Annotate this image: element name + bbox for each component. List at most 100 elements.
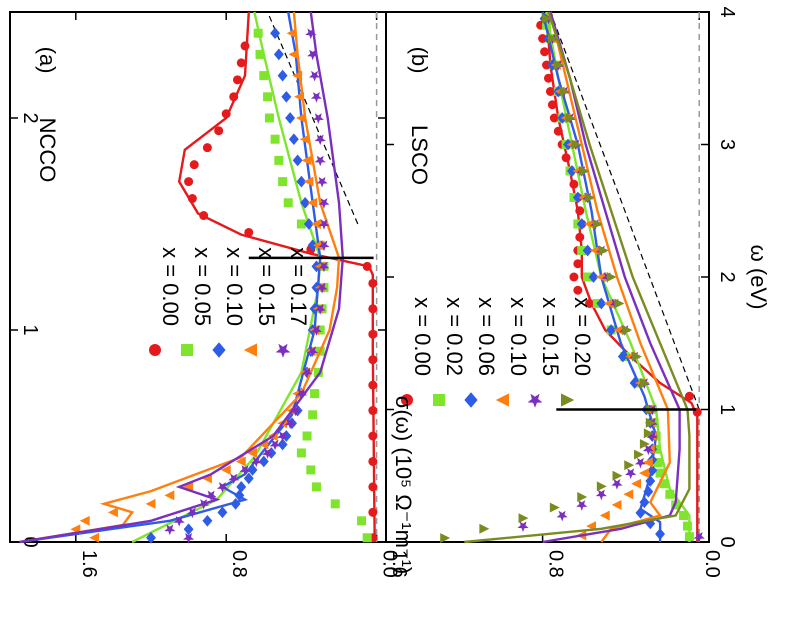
- data-point: [573, 259, 583, 269]
- data-point: [606, 324, 617, 336]
- data-point: [236, 481, 247, 493]
- data-point: [553, 60, 564, 70]
- data-point: [316, 176, 328, 188]
- legend-marker: [495, 393, 509, 407]
- data-point: [645, 475, 656, 487]
- data-point: [281, 90, 292, 103]
- data-point: [576, 500, 588, 511]
- legend-label: x = 0.06: [474, 297, 499, 376]
- data-point: [368, 482, 378, 492]
- data-point: [292, 154, 303, 167]
- data-point: [625, 468, 637, 479]
- x-tick-label: 1: [716, 404, 738, 415]
- data-point: [631, 478, 642, 489]
- data-point: [217, 506, 228, 519]
- data-point: [614, 298, 625, 309]
- data-point: [296, 113, 306, 123]
- data-point: [643, 485, 654, 498]
- data-point: [273, 48, 284, 61]
- data-point: [606, 272, 617, 282]
- data-point: [283, 198, 293, 208]
- series-line: [464, 11, 691, 544]
- data-point: [556, 510, 568, 522]
- data-point: [571, 139, 582, 150]
- legend-label: x = 0.10: [222, 247, 247, 326]
- data-point: [575, 206, 585, 216]
- data-point: [228, 473, 240, 485]
- data-point: [540, 47, 550, 57]
- data-point: [655, 528, 666, 540]
- data-point: [561, 153, 571, 163]
- data-point: [307, 49, 319, 61]
- data-point: [665, 489, 675, 499]
- data-point: [89, 532, 100, 543]
- data-point: [693, 532, 705, 543]
- data-point: [316, 282, 328, 294]
- data-point: [288, 133, 299, 146]
- data-point: [576, 218, 587, 230]
- data-point: [301, 367, 313, 379]
- data-point: [295, 388, 307, 400]
- data-point: [368, 355, 378, 365]
- reference-line: [267, 11, 359, 225]
- data-point: [183, 533, 195, 544]
- data-point: [309, 70, 321, 82]
- data-point: [285, 112, 296, 124]
- x-axis-title: ω (eV): [746, 245, 771, 310]
- data-point: [230, 497, 241, 510]
- data-point: [288, 49, 299, 60]
- data-point: [244, 227, 254, 237]
- data-point: [262, 448, 274, 459]
- data-point: [221, 109, 231, 119]
- data-point: [645, 417, 656, 428]
- data-point: [296, 219, 306, 229]
- x-tick-label: 4: [716, 6, 738, 17]
- data-point: [583, 272, 593, 282]
- data-point: [635, 507, 646, 519]
- data-point: [300, 196, 311, 209]
- x-tick-label: 0: [716, 536, 738, 547]
- data-point: [258, 455, 269, 468]
- data-point: [205, 490, 217, 502]
- x-tick-label: 2: [19, 112, 41, 123]
- data-point: [549, 113, 559, 123]
- data-point: [647, 464, 658, 477]
- data-point: [588, 271, 599, 283]
- data-point: [368, 329, 378, 339]
- data-point: [307, 346, 319, 358]
- data-point: [290, 405, 302, 417]
- data-point: [599, 510, 610, 521]
- x-tick-label: 0: [19, 536, 41, 547]
- data-point: [595, 489, 607, 501]
- x-tick-label: 3: [716, 139, 738, 150]
- data-point: [314, 304, 326, 315]
- data-point: [603, 298, 614, 309]
- x-tick-label: 1: [19, 324, 41, 335]
- data-point: [357, 516, 367, 526]
- data-point: [595, 272, 606, 282]
- data-point: [314, 155, 326, 167]
- data-point: [315, 325, 325, 335]
- legend-marker: [464, 392, 478, 408]
- data-point: [518, 513, 529, 524]
- data-point: [303, 176, 314, 187]
- data-point: [277, 69, 288, 82]
- data-point: [311, 482, 321, 492]
- y-axis-title: σ(ω) (10⁵ Ω⁻¹m⁻¹): [391, 396, 416, 575]
- data-point: [312, 113, 324, 124]
- data-point: [567, 165, 577, 177]
- data-point: [553, 126, 563, 136]
- data-point: [307, 239, 318, 252]
- data-point: [318, 240, 330, 252]
- data-point: [679, 511, 689, 520]
- data-point: [314, 134, 326, 145]
- data-point: [573, 285, 583, 295]
- data-point: [642, 457, 653, 468]
- data-point: [611, 479, 623, 490]
- data-point: [183, 481, 194, 492]
- data-point: [255, 49, 265, 59]
- data-point: [598, 245, 609, 256]
- legend-marker: [275, 343, 291, 358]
- data-point: [547, 33, 558, 44]
